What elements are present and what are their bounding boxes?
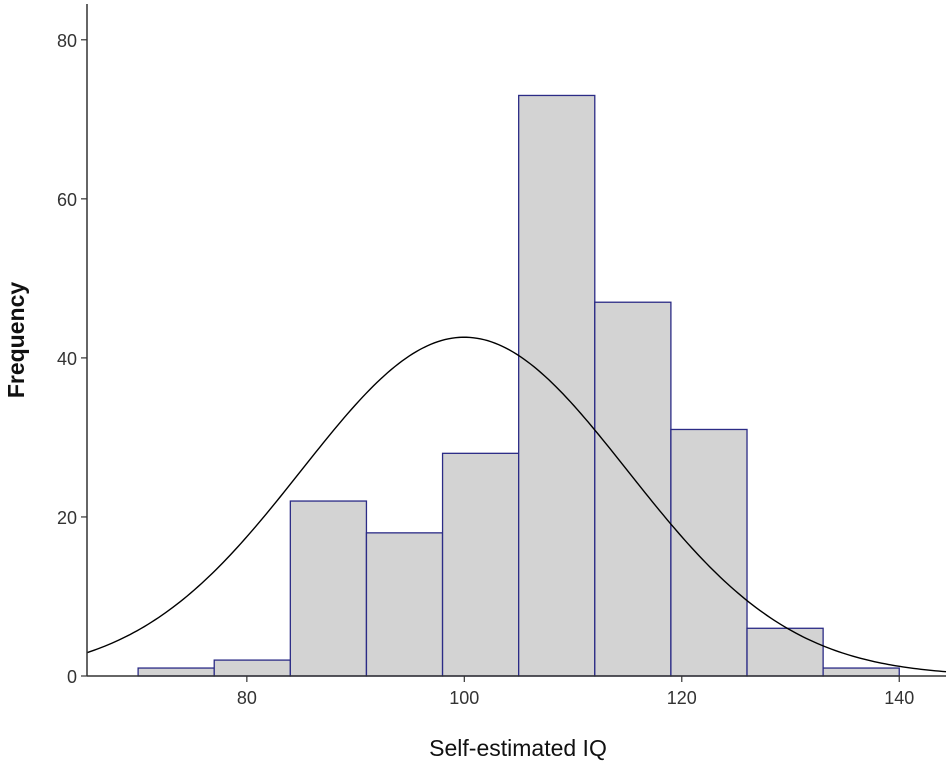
x-tick-label-100: 100 (449, 688, 479, 708)
histogram-bar-4 (441, 452, 520, 677)
histogram-bar-8 (746, 627, 824, 677)
histogram-bar-3 (365, 532, 444, 677)
histogram-bar-7 (670, 428, 748, 677)
y-tick-label-40: 40 (57, 349, 77, 369)
y-tick-label-60: 60 (57, 190, 77, 210)
x-tick-label-80: 80 (237, 688, 257, 708)
histogram-bar-5 (518, 94, 596, 677)
histogram-bar-1 (213, 659, 291, 677)
x-axis-ticks: 80 100 120 140 (237, 676, 914, 708)
normal-curve (86, 336, 947, 673)
histogram-bar-0 (137, 667, 215, 677)
y-axis-title: Frequency (3, 282, 29, 399)
histogram-bar-6 (594, 301, 672, 677)
y-tick-label-80: 80 (57, 31, 77, 51)
y-tick-label-20: 20 (57, 508, 77, 528)
y-tick-label-0: 0 (67, 667, 77, 687)
x-tick-label-140: 140 (884, 688, 914, 708)
histogram-bar-2 (289, 500, 368, 677)
histogram-bars (137, 94, 900, 677)
y-axis-ticks: 0 20 40 60 80 (57, 31, 87, 687)
x-axis-title: Self-estimated IQ (429, 735, 607, 761)
x-tick-label-120: 120 (667, 688, 697, 708)
histogram-bar-9 (822, 667, 900, 677)
axes (86, 4, 946, 677)
